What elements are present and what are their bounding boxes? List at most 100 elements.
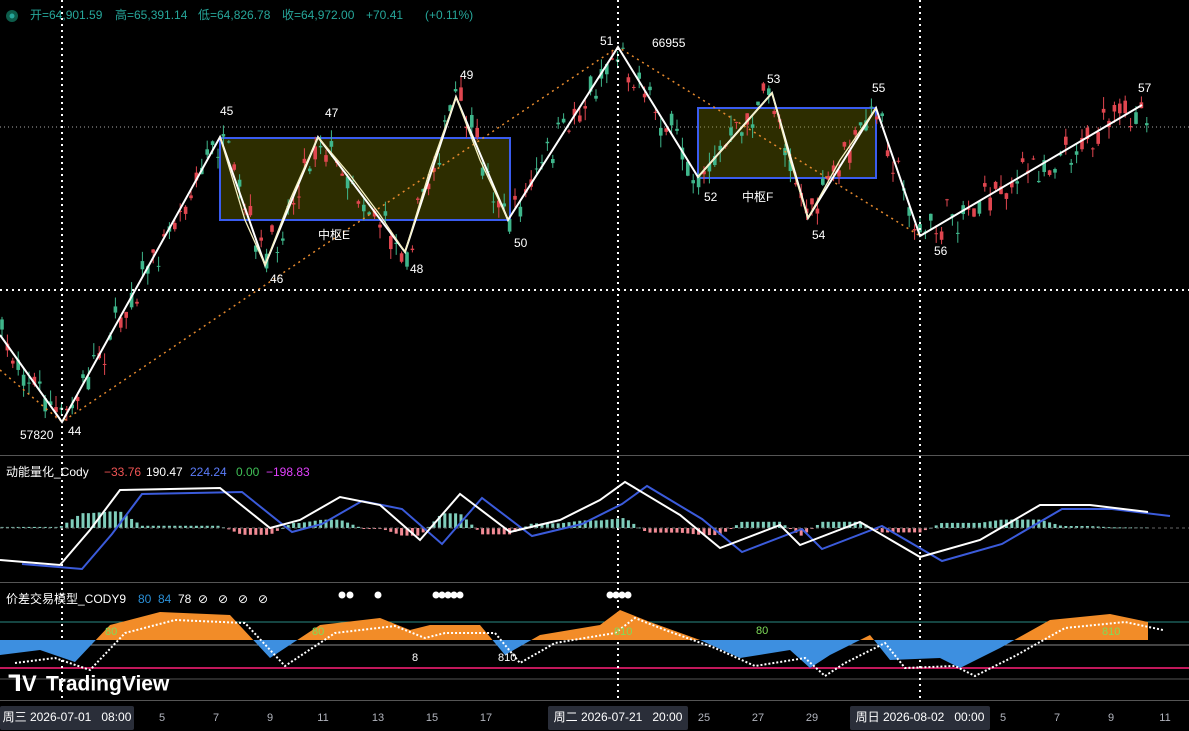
histogram-bar [643,528,647,532]
indicator-value: −33.76 [104,465,141,479]
signal-mark: 80 [756,625,768,637]
candle [308,168,312,172]
candle [497,200,501,208]
candle [1123,100,1127,114]
histogram-bar [259,528,263,535]
candle [713,156,717,166]
ohlc-item: 高=65,391.14 [115,7,188,22]
histogram-bar [729,528,733,529]
histogram-bar [232,528,236,532]
x-tick-label: 11 [317,712,328,724]
candle [405,252,409,267]
candle [178,210,182,212]
histogram-bar [32,526,36,528]
histogram-bar [448,513,452,528]
histogram-bar [238,528,242,534]
histogram-bar [675,528,679,533]
candle [135,301,139,304]
candle [966,208,971,210]
histogram-bar [470,524,474,528]
candle [108,335,112,340]
histogram-bar [454,513,458,528]
signal-dot [374,591,382,599]
time-label: 周日 2026-08-02 00:00 [856,710,985,724]
candle [1042,160,1046,173]
indicator-name: 价差交易模型_CODY9 [6,591,126,606]
logo: ꞀV [8,671,37,696]
candle [129,292,134,308]
watermark-text: TradingView [46,673,170,696]
histogram-bar [902,528,906,533]
histogram-bar [891,528,895,533]
histogram-bar [92,512,96,528]
candle [313,146,317,160]
histogram-bar [481,528,485,535]
histogram-bar [443,513,447,528]
histogram-bar [427,526,431,528]
x-tick-label: 15 [426,712,438,724]
histogram-bar [200,525,204,528]
histogram-bar [130,518,134,528]
histogram-bar [178,525,182,528]
candle [232,164,236,170]
histogram-bar [248,528,252,535]
histogram-bar [497,528,501,535]
histogram-bar [367,528,371,529]
signal-mark: 810 [1102,626,1120,638]
histogram-bar [389,528,393,532]
histogram-bar [572,521,576,528]
candle [259,237,263,241]
candle [383,211,388,216]
histogram-bar [826,521,830,528]
candle [691,180,695,184]
histogram-bar [184,525,188,528]
candle [75,397,80,402]
candle [605,63,609,75]
candle [853,130,857,135]
histogram-bar [243,528,247,535]
signal-line [21,484,1171,571]
candle [92,355,96,357]
histogram-bar [340,520,344,528]
candle [113,306,118,313]
candle [1101,108,1106,113]
histogram-bar [972,522,976,528]
signal-dot [432,591,440,599]
candle [956,232,960,234]
indicator-name: 动能量化_Cody [6,465,89,479]
histogram-bar [265,528,269,535]
candle [448,105,452,112]
indicator1 [0,480,1189,571]
candle [507,219,512,232]
histogram-bar [1010,519,1014,528]
histogram-bar [837,521,841,528]
histogram-bar [583,520,587,528]
histogram-bar [740,521,744,528]
candle [1128,126,1133,128]
candle [70,404,74,409]
candle [48,401,53,406]
histogram-bar [1042,520,1046,528]
histogram-bar [621,518,625,528]
histogram-bar [1069,526,1073,528]
candle [551,159,555,164]
candle [394,242,398,244]
candle [275,251,280,253]
candle [146,266,150,274]
pivot-label: 66955 [652,36,686,50]
pivot-label: 55 [872,81,886,95]
ohlc-item: 收=64,972.00 [282,8,355,22]
x-tick-label: 5 [1000,712,1006,724]
histogram-bar [1091,526,1095,528]
indicator-value: 80 [138,592,152,606]
candle [983,183,987,187]
candle [842,142,847,147]
candle [356,201,361,204]
histogram-bar [616,518,620,528]
candle [696,174,701,188]
x-tick-label: 7 [1054,712,1060,724]
candle [664,128,668,132]
histogram-bar [999,519,1003,528]
histogram-bar [994,520,998,528]
time-label: 周三 2026-07-01 08:00 [3,710,132,724]
